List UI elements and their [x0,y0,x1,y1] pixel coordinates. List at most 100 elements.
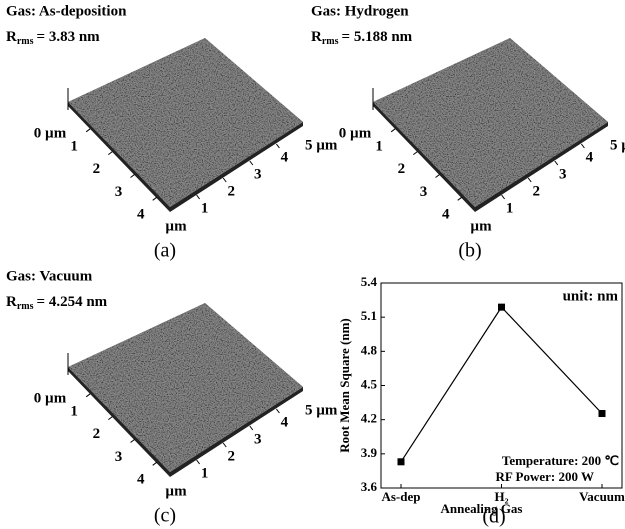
right-axis-label: 1 [201,200,209,216]
left-axis-unit: µm [165,483,187,499]
axis-tick [222,442,227,448]
axis-tick [457,196,462,201]
left-axis-label: 1 [375,138,383,154]
data-line [400,306,603,463]
axis-tick [249,160,254,166]
right-axis-end: 5 µm [305,402,338,418]
right-axis-label: 3 [254,431,262,447]
rms-value: = 5.188 nm [342,29,413,45]
left-axis-label: 3 [420,184,428,200]
axis-tick [196,459,201,465]
y-tick-label: 4.8 [361,342,378,357]
right-axis-label: 1 [506,200,513,216]
axis-tick [275,408,280,414]
y-tick-label: 5.1 [361,308,377,323]
rms-subscript: rms [17,36,34,47]
y-tick-label: 5.4 [361,274,378,289]
left-axis-unit: µm [470,218,492,234]
rms-label: Rrms = 3.83 nm [6,29,100,47]
left-axis-label: 4 [137,207,145,223]
axis-tick [85,393,91,398]
right-axis-label: 4 [281,149,289,165]
x-tick-label: As-dep [381,489,420,504]
axis-tick [152,196,157,201]
afm-surface [373,38,608,207]
data-point [498,303,505,311]
axis-tick [554,160,559,166]
right-axis-label: 3 [559,166,567,182]
axis-tick [130,439,135,443]
left-axis-label: 4 [442,207,450,223]
axis-tick [580,143,585,149]
y-tick-label: 3.9 [361,445,378,460]
right-axis-label: 1 [201,465,209,481]
x-axis-label: Annealing Gas [441,501,523,516]
left-axis-label: 3 [115,184,123,200]
axis-tick [527,177,532,183]
y-tick-label: 4.2 [361,411,377,426]
left-axis-label: 4 [137,472,145,488]
axis-tick [130,174,135,178]
axis-tick [85,128,91,133]
afm-surface [68,303,303,472]
rms-subscript: rms [17,301,34,312]
y-tick-label: 3.6 [361,479,378,494]
left-axis-label: 2 [398,161,406,177]
x-tick-label: H₂ [494,489,508,504]
right-axis-label: 2 [532,183,540,199]
left-axis-label: 3 [115,449,123,465]
axis-tick [275,143,280,149]
left-axis-label: 2 [93,426,101,442]
right-axis-end: 5 µm [610,137,625,153]
panel-title: Gas: As-deposition [6,3,127,19]
axis-tick [390,128,396,133]
rms-label: Rrms = 5.188 nm [311,29,413,47]
axis-tick [435,174,440,178]
axis-tick [249,425,254,431]
panel-label: (c) [154,505,176,527]
left-axis-unit: µm [165,218,187,234]
rms-value: = 4.254 nm [37,294,108,310]
rms-symbol: R [311,29,322,45]
right-axis-label: 4 [281,414,289,430]
right-axis-label: 3 [254,166,262,182]
z-label: 0 µm [34,125,67,141]
right-axis-end: 5 µm [305,137,338,153]
data-point [598,410,606,418]
annotation: unit: nm [563,288,619,304]
data-point [397,458,405,466]
y-axis-label: Root Mean Square (nm) [337,318,352,452]
left-axis-label: 1 [70,138,78,154]
right-axis-label: 4 [586,149,594,165]
left-axis-label: 2 [93,161,101,177]
axis-tick [108,416,113,421]
x-tick-label: Vacuum [579,489,625,504]
annotation: RF Power: 200 W [495,469,594,484]
right-axis-label: 2 [227,183,235,199]
afm-surface [68,38,303,207]
panel-label: (b) [458,240,481,262]
rms-label: Rrms = 4.254 nm [6,294,108,312]
panel-title: Gas: Hydrogen [311,3,409,19]
axis-tick [152,461,157,466]
z-label: 0 µm [339,125,372,141]
axis-tick [196,194,201,200]
axis-tick [108,151,113,156]
panel-label: (a) [154,240,176,262]
panel-title: Gas: Vacuum [6,268,93,284]
panel-label: (d) [482,506,505,528]
annotation: Temperature: 200 ℃ [502,453,619,468]
rms-subscript: rms [322,36,339,47]
axis-tick [501,194,506,200]
axis-tick [222,177,227,183]
right-axis-label: 2 [227,448,235,464]
rms-symbol: R [6,294,17,310]
rms-symbol: R [6,29,17,45]
left-axis-label: 1 [70,403,78,419]
y-tick-label: 4.5 [361,376,378,391]
axis-tick [413,151,418,156]
